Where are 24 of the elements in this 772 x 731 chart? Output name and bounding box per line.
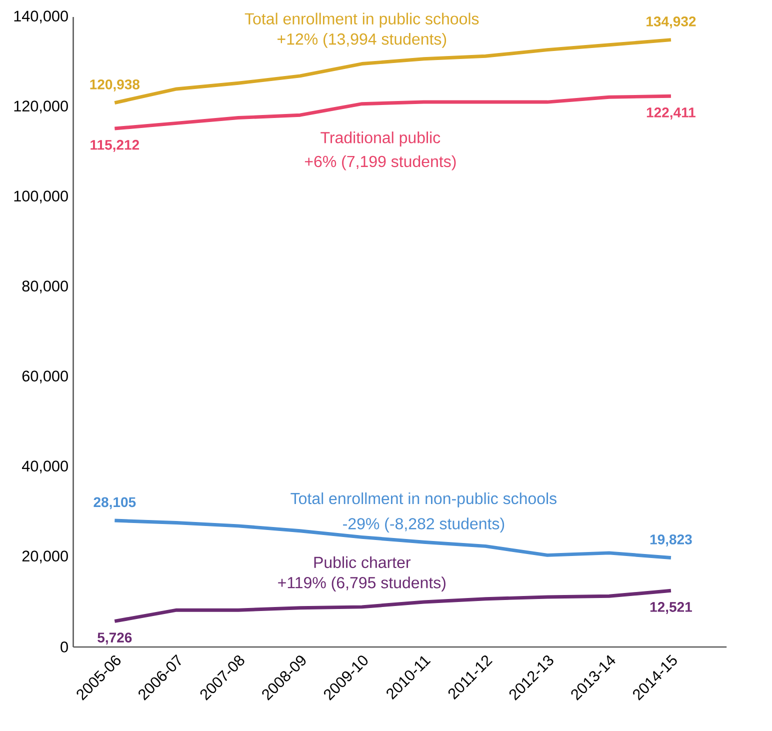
data-label: 19,823 <box>650 534 692 546</box>
series-label: Traditional public <box>320 132 440 146</box>
y-tick-label: 40,000 <box>22 460 68 474</box>
annotation: +119% (6,795 students) <box>278 576 446 592</box>
annotation: +12% (13,994 students) <box>278 32 446 48</box>
data-label: 122,411 <box>646 108 696 120</box>
data-label: 115,212 <box>90 140 140 152</box>
y-tick-label: 60,000 <box>22 370 68 384</box>
y-tick-label: 20,000 <box>22 550 68 564</box>
y-tick-label: 0 <box>60 642 68 652</box>
y-tick-label: 120,000 <box>14 100 68 114</box>
annotation: +6% (7,199 students) <box>304 155 456 170</box>
annotation: -29% (-8,282 students) <box>343 518 504 533</box>
series-label: Total enrollment in non-public schools <box>290 492 556 508</box>
data-label: 12,521 <box>650 602 692 614</box>
text: Public charter <box>314 556 411 568</box>
y-tick-label: 100,000 <box>14 190 68 204</box>
y-tick-label: 140,000 <box>14 10 68 24</box>
data-label: 134,932 <box>646 16 696 28</box>
y-tick-label: 80,000 <box>22 280 68 294</box>
data-label: 5,726 <box>98 632 132 645</box>
data-label: 28,105 <box>94 497 136 510</box>
data-label: 120,938 <box>90 79 140 92</box>
series-label: Total enrollment in public schools <box>244 12 479 28</box>
